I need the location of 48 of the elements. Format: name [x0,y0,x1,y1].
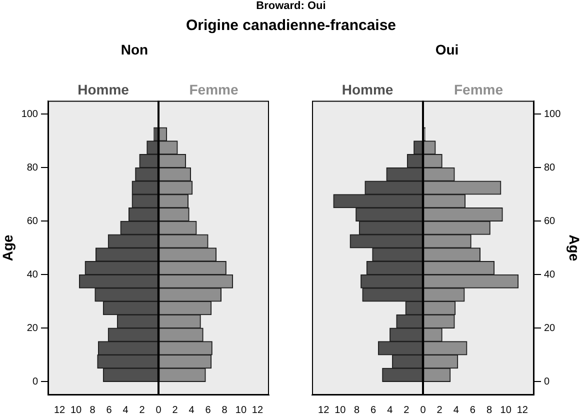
y-tick-label: 60 [26,216,38,227]
text: Origine canadienne-francaise [184,17,398,34]
x-tick-label: 6 [470,404,476,415]
x-tick-label: 4 [122,404,129,415]
x-tick-label: 12 [54,404,66,415]
x-tick-label: 10 [70,404,82,415]
text: Femme [454,82,504,98]
y-tick-label: 40 [544,269,556,280]
y-tick-label: 60 [544,216,556,227]
text: Femme [189,82,238,98]
y-tick-label: 0 [544,376,550,388]
x-tick-label: 2 [436,404,443,415]
y-tick-label: 80 [544,162,556,174]
x-tick-label: 4 [453,404,460,415]
y-tick-label: 80 [26,162,38,174]
chart-title: Oui [435,41,459,58]
y-tick-label: 20 [26,322,38,334]
x-tick-label: 0 [420,404,426,415]
x-tick-label: 4 [387,404,394,415]
y-axis-title: Age [0,234,16,262]
y-tick-label: 40 [26,269,38,280]
x-tick-label: 12 [318,404,330,415]
x-tick-label: 10 [235,404,247,415]
x-tick-label: 8 [90,404,96,415]
x-tick-label: 6 [106,404,112,415]
x-tick-label: 8 [354,404,360,415]
x-tick-label: 0 [156,404,162,415]
x-tick-label: 4 [188,404,195,415]
text: Broward: Oui [255,0,327,13]
x-tick-label: 6 [370,404,377,415]
y-tick-label: 0 [32,376,38,388]
chart-title: Non [120,41,148,58]
x-tick-label: 2 [139,404,146,415]
y-axis-title: Age [566,234,582,262]
y-tick-label: 20 [544,322,556,334]
text: Homme [78,82,130,98]
x-tick-label: 8 [222,404,228,415]
y-tick-label: 100 [21,108,38,120]
x-tick-label: 2 [404,404,410,415]
text: Homme [342,82,394,98]
x-tick-label: 12 [516,404,528,415]
x-tick-label: 10 [334,404,346,415]
x-tick-label: 6 [205,404,212,415]
x-tick-label: 12 [252,404,264,415]
x-tick-label: 10 [500,404,512,415]
y-tick-label: 100 [544,108,562,120]
x-tick-label: 2 [172,404,178,415]
x-tick-label: 8 [486,404,492,415]
